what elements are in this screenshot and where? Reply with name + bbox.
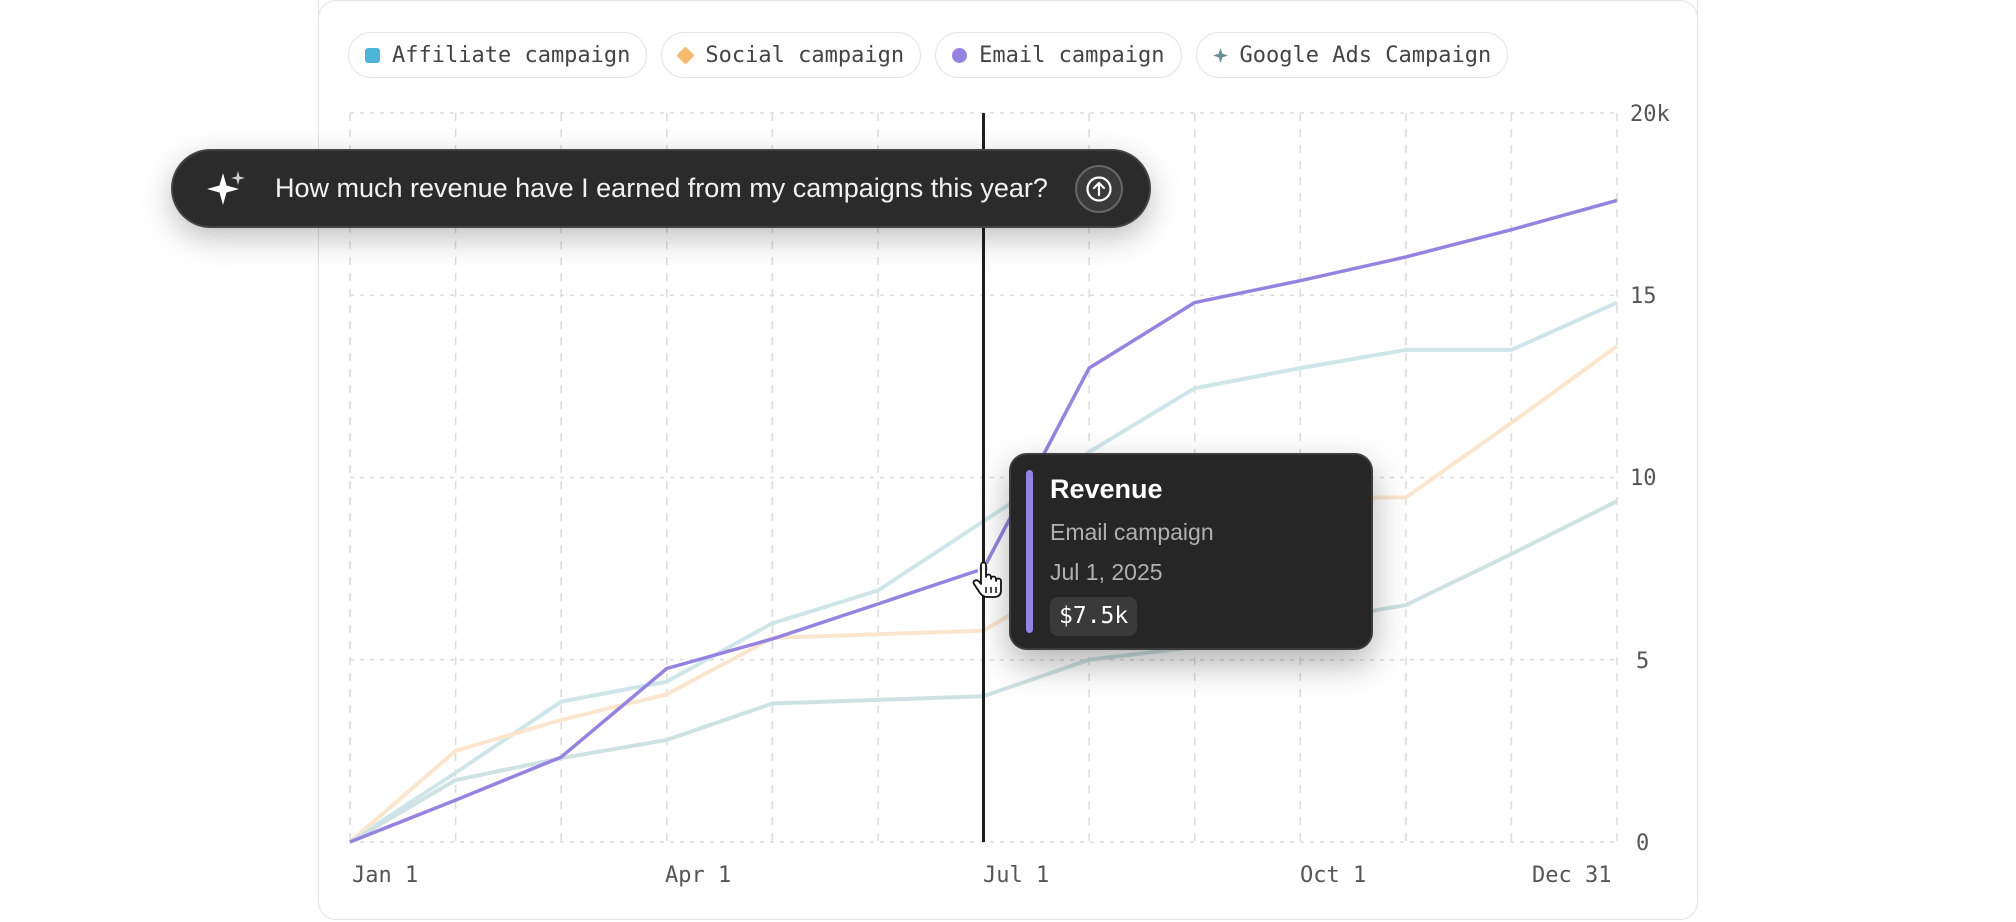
legend-item-email[interactable]: Email campaign	[935, 32, 1182, 78]
y-tick-label: 5	[1636, 649, 1649, 674]
circle-icon	[952, 47, 968, 63]
tooltip-series: Email campaign	[1050, 519, 1214, 545]
ai-prompt-bar[interactable]: How much revenue have I earned from my c…	[171, 149, 1151, 228]
chart-tooltip: Revenue Email campaign Jul 1, 2025 $7.5k	[1009, 453, 1373, 650]
tooltip-value: $7.5k	[1050, 597, 1138, 636]
sparkle-icon	[207, 170, 245, 205]
legend-label: Affiliate campaign	[392, 42, 631, 68]
y-tick-label: 0	[1636, 831, 1649, 856]
x-axis: Jan 1 Apr 1 Jul 1 Oct 1 Dec 31	[352, 863, 1611, 888]
legend-label: Email campaign	[979, 42, 1165, 68]
legend-item-google-ads[interactable]: Google Ads Campaign	[1195, 32, 1509, 78]
tooltip-title: Revenue	[1050, 474, 1163, 504]
y-axis: 0 5 10 15 20k	[1630, 102, 1670, 856]
legend-item-affiliate[interactable]: Affiliate campaign	[348, 32, 648, 78]
star-icon	[1212, 47, 1228, 63]
x-tick-label: Jan 1	[352, 863, 418, 888]
x-tick-label: Oct 1	[1300, 863, 1366, 888]
square-icon	[365, 47, 380, 63]
legend-item-social[interactable]: Social campaign	[661, 32, 922, 78]
hand-pointer-icon	[972, 562, 1002, 598]
prompt-text[interactable]: How much revenue have I earned from my c…	[275, 173, 1048, 203]
arrow-up-circle-icon	[1086, 175, 1112, 202]
y-tick-label: 15	[1630, 284, 1657, 309]
tooltip-date: Jul 1, 2025	[1050, 559, 1163, 585]
legend-label: Google Ads Campaign	[1239, 42, 1492, 68]
x-tick-label: Dec 31	[1532, 863, 1611, 888]
send-button[interactable]	[1075, 164, 1123, 213]
legend: Affiliate campaign Social campaign Email…	[348, 32, 1509, 78]
series-color-bar	[1026, 470, 1033, 633]
x-tick-label: Apr 1	[665, 863, 731, 888]
x-tick-label: Jul 1	[983, 863, 1049, 888]
y-tick-label: 20k	[1630, 102, 1670, 127]
y-tick-label: 10	[1630, 466, 1657, 491]
chart-card	[318, 0, 1698, 920]
legend-label: Social campaign	[705, 42, 905, 68]
